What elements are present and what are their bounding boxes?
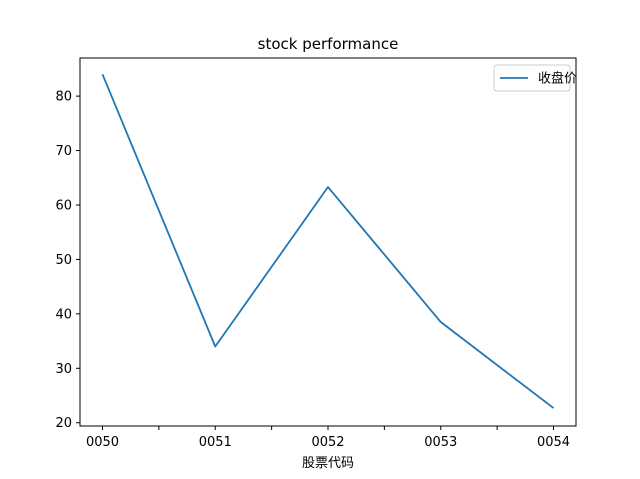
x-tick-label: 0054 (537, 435, 570, 450)
series-line-0 (101, 73, 555, 409)
plot-frame (79, 57, 577, 427)
y-tick-label: 60 (55, 198, 72, 213)
x-axis-ticks: 0050 0051 0052 0053 0054 (86, 426, 570, 450)
x-axis-label: 股票代码 (302, 456, 354, 471)
x-tick-label: 0051 (199, 435, 232, 450)
y-tick-label: 80 (55, 90, 72, 105)
chart-title: stock performance (258, 35, 399, 53)
y-tick-label: 30 (55, 362, 72, 377)
y-tick-label: 70 (55, 144, 72, 159)
series-layer (101, 73, 555, 409)
legend-label-close-price: 收盘价 (538, 71, 577, 87)
y-tick-label: 20 (55, 416, 72, 431)
legend-box (493, 64, 571, 92)
legend: 收盘价 (493, 64, 577, 92)
y-tick-label: 40 (55, 307, 72, 322)
plot-area (80, 58, 576, 426)
y-tick-label: 50 (55, 253, 72, 268)
x-tick-label: 0050 (86, 435, 119, 450)
y-axis-ticks: 20 30 40 50 60 70 80 (55, 90, 80, 431)
x-tick-label: 0053 (424, 435, 457, 450)
x-tick-label: 0052 (311, 435, 344, 450)
